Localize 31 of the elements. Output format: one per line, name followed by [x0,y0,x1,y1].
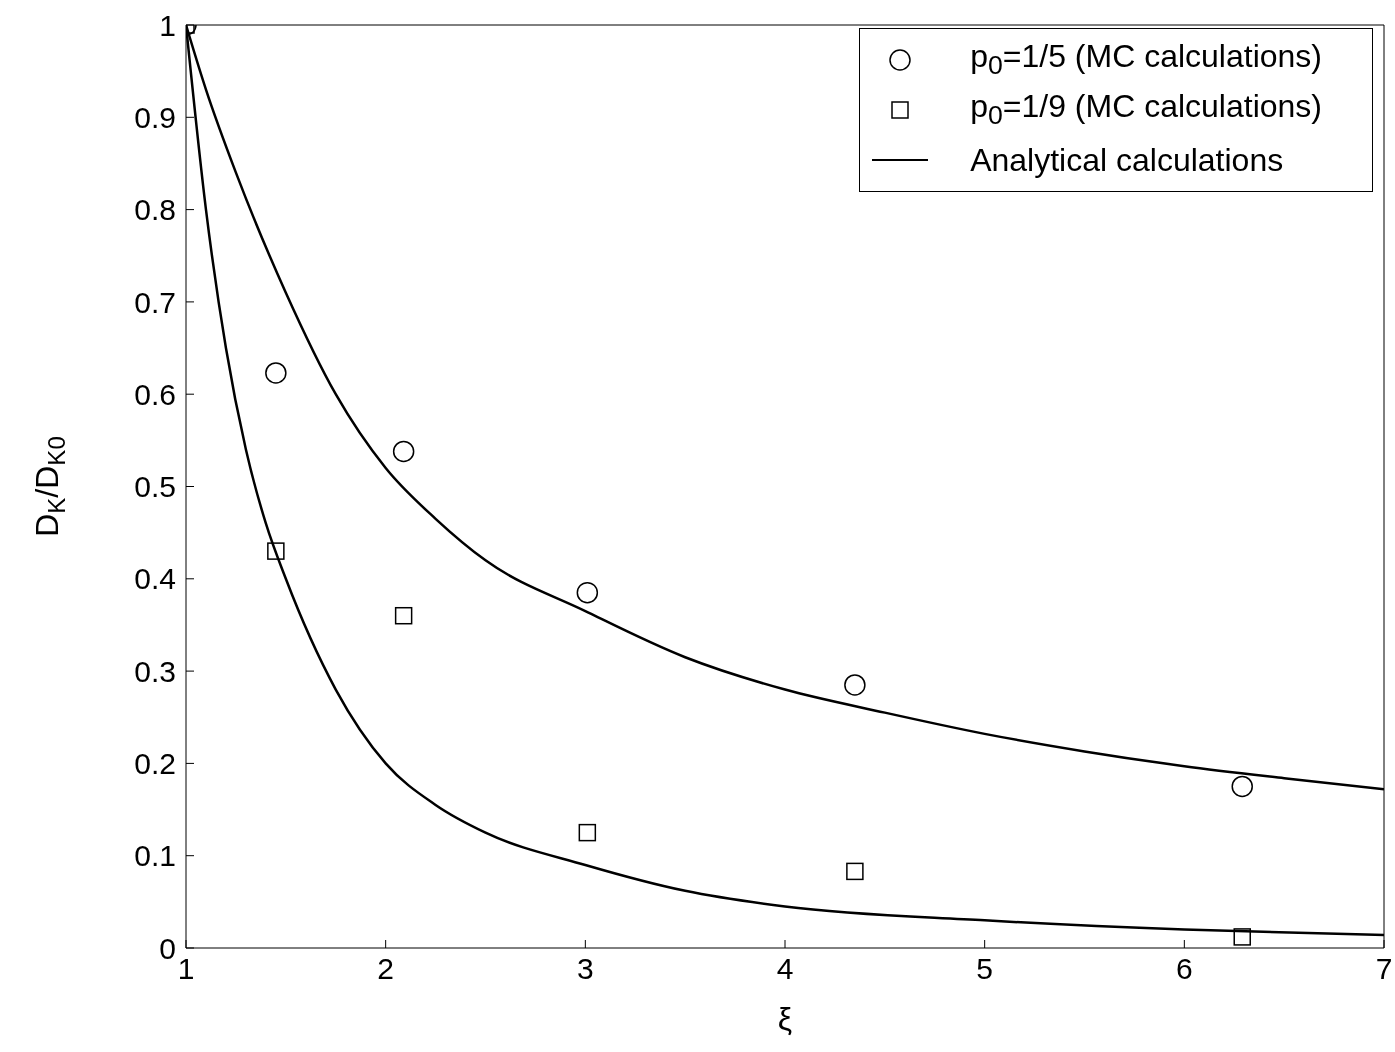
point [1233,928,1251,946]
x-tick-label: 5 [976,952,994,986]
legend-label: p$_{0}$=1/9 (MC calculations) [970,88,1322,132]
point [846,862,864,881]
x-tick-label: 3 [576,952,594,986]
x-tick-label: 6 [1175,952,1193,986]
y-tick-label: 0.7 [134,285,176,319]
y-tick-label: 0.8 [134,193,176,227]
point [392,440,415,463]
point [578,823,597,842]
point [576,581,599,604]
y-tick-label: 0.2 [134,747,176,781]
x-tick-label: 4 [776,952,794,986]
point [394,606,413,625]
y-tick-label: 0.4 [134,562,176,596]
point [1231,775,1253,798]
x-tick-label: 7 [1375,952,1393,986]
point [844,674,866,696]
x-tick-label: 2 [377,952,395,986]
legend-label: Analytical calculations [970,141,1284,179]
y-tick-label: 0.6 [134,377,176,411]
y-tick-label: 0.5 [134,470,176,504]
point [265,362,287,384]
y-tick-label: 0.3 [134,654,176,688]
legend-label: p$_{0}$=1/5 (MC calculations) [970,38,1322,82]
y-tick-label: 0.9 [134,100,176,134]
y-tick-label: 0.1 [134,839,176,873]
x-axis-title: ξ [777,1001,793,1037]
y-tick-label: 1 [159,8,176,42]
point [267,542,285,560]
y-tick-label: 0 [159,931,176,965]
